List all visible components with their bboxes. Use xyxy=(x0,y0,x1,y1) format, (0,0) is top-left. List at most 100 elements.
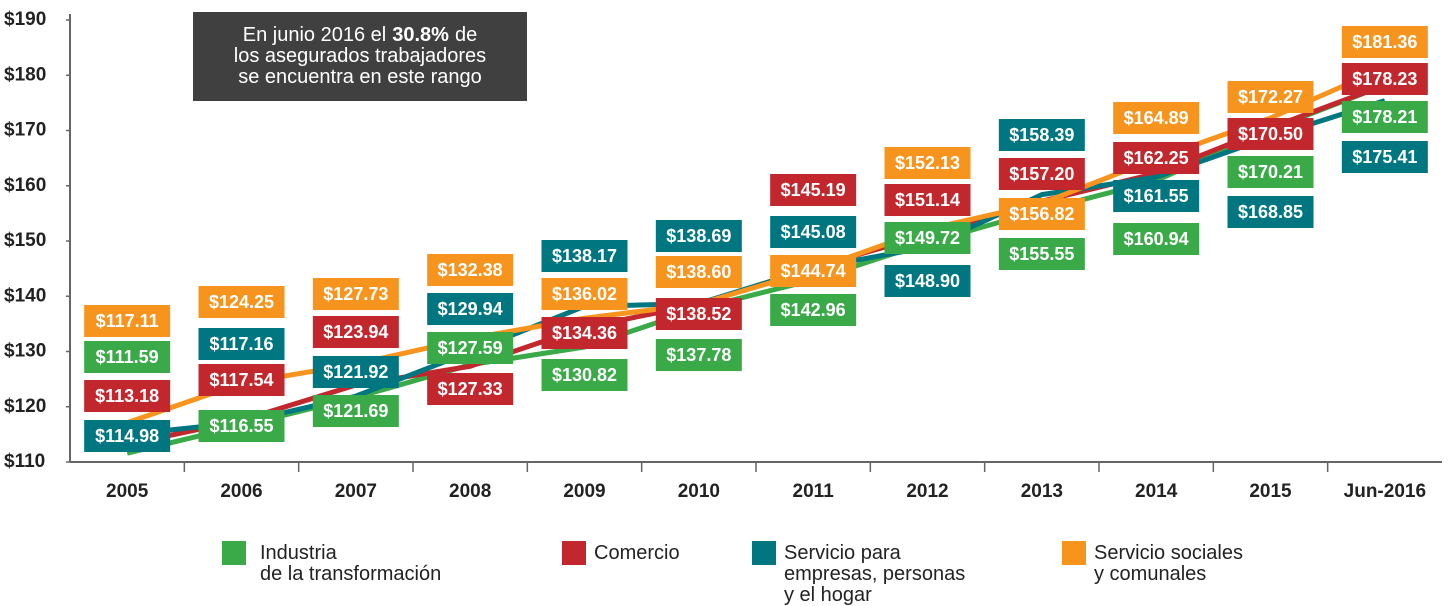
value-label: $175.41 xyxy=(1352,147,1417,167)
value-label-box xyxy=(1227,156,1314,188)
value-label: $134.36 xyxy=(552,323,617,343)
x-tick-label: Jun-2016 xyxy=(1344,481,1426,502)
value-label: $144.74 xyxy=(781,261,846,281)
value-label: $168.85 xyxy=(1238,202,1303,222)
y-tick-label: $160 xyxy=(4,175,46,196)
x-tick-label: 2011 xyxy=(793,481,835,502)
value-label: $127.33 xyxy=(438,379,503,399)
series-line xyxy=(126,82,1386,447)
value-label: $162.25 xyxy=(1124,148,1189,168)
value-label: $142.96 xyxy=(781,300,846,320)
value-label-box xyxy=(427,332,514,364)
value-label-box xyxy=(427,293,514,325)
value-label-box xyxy=(884,147,971,179)
value-label: $138.60 xyxy=(666,262,731,282)
value-label-box xyxy=(884,222,971,254)
value-label-box xyxy=(1113,180,1200,212)
value-label: $178.21 xyxy=(1352,107,1417,127)
value-label-box xyxy=(312,316,399,348)
value-label-box xyxy=(884,265,971,297)
value-label-box xyxy=(998,198,1085,230)
value-label-box xyxy=(655,339,742,371)
value-label-box xyxy=(655,220,742,252)
value-label: $138.17 xyxy=(552,246,617,266)
value-label: $156.82 xyxy=(1009,204,1074,224)
legend-label: Servicio sociales y comunales xyxy=(1094,542,1243,585)
value-label: $151.14 xyxy=(895,190,960,210)
value-label: $117.54 xyxy=(209,370,273,390)
legend-swatch xyxy=(752,541,776,565)
value-label-box xyxy=(84,380,171,412)
value-label-box xyxy=(312,395,399,427)
value-label-box xyxy=(198,328,285,360)
value-label: $170.21 xyxy=(1238,162,1303,182)
value-label: $160.94 xyxy=(1124,229,1189,249)
value-label: $116.55 xyxy=(209,416,273,436)
y-tick-label: $190 xyxy=(4,9,46,30)
value-label-box xyxy=(198,364,285,396)
value-label-box xyxy=(427,373,514,405)
x-tick-label: 2005 xyxy=(106,481,149,502)
value-label: $113.18 xyxy=(95,386,159,406)
value-label-box xyxy=(312,356,399,388)
value-label: $172.27 xyxy=(1238,87,1303,107)
value-label-box xyxy=(884,184,971,216)
y-tick-label: $180 xyxy=(4,64,46,85)
value-label-box xyxy=(1341,141,1428,173)
value-label-box xyxy=(655,256,742,288)
value-label: $152.13 xyxy=(895,153,960,173)
value-label: $127.59 xyxy=(438,338,503,358)
value-label: $145.08 xyxy=(781,222,846,242)
value-label-box xyxy=(1227,118,1314,150)
value-label-box xyxy=(541,359,628,391)
value-label-box xyxy=(541,240,628,272)
value-label-box xyxy=(312,278,399,310)
value-label: $178.23 xyxy=(1352,69,1417,89)
value-label: $132.38 xyxy=(438,260,503,280)
value-label-box xyxy=(998,238,1085,270)
x-tick-label: 2015 xyxy=(1249,481,1292,502)
value-label: $123.94 xyxy=(323,322,388,342)
value-label-box xyxy=(1227,81,1314,113)
y-tick-label: $120 xyxy=(4,396,46,417)
value-label-box xyxy=(198,286,285,318)
value-label: $164.89 xyxy=(1124,108,1189,128)
chart: $110 $120 $130 $140 $150 $160 $170 $180 $190 2005… xyxy=(4,9,1442,502)
value-label: $127.73 xyxy=(323,284,388,304)
value-label: $111.59 xyxy=(96,347,159,367)
annotation: En junio 2016 el 30.8% de los asegurados tr… xyxy=(234,24,486,88)
y-tick-label: $150 xyxy=(4,230,46,251)
value-label-box xyxy=(427,254,514,286)
value-label-box xyxy=(1341,63,1428,95)
value-label: $149.72 xyxy=(895,228,960,248)
y-tick-label: $110 xyxy=(4,451,45,472)
value-label-box xyxy=(770,216,857,248)
value-label: $124.25 xyxy=(209,292,274,312)
value-label: $145.19 xyxy=(781,180,846,200)
value-label-box xyxy=(1113,102,1200,134)
value-label: $170.50 xyxy=(1238,124,1303,144)
legend-label: Industria de la transformación xyxy=(260,542,442,585)
value-label-box xyxy=(84,420,171,452)
value-label-box xyxy=(84,305,171,337)
legend-swatch xyxy=(222,541,246,565)
y-tick-label: $140 xyxy=(4,285,46,306)
legend-label: Comercio xyxy=(594,542,680,564)
value-label-box xyxy=(998,158,1085,190)
value-label-box xyxy=(541,278,628,310)
value-label-box xyxy=(541,317,628,349)
value-label: $157.20 xyxy=(1009,164,1074,184)
value-label-box xyxy=(770,174,857,206)
value-label: $181.36 xyxy=(1352,32,1417,52)
value-label: $114.98 xyxy=(95,426,159,446)
value-label: $129.94 xyxy=(438,299,503,319)
annotation-box xyxy=(193,12,527,101)
value-label-box xyxy=(1113,142,1200,174)
value-label: $121.69 xyxy=(323,401,388,421)
annotation-part: se encuentra en este rango xyxy=(238,66,482,88)
annotation-part: 30.8% xyxy=(392,24,449,46)
x-tick-label: 2009 xyxy=(563,481,605,502)
value-label: $117.16 xyxy=(209,334,273,354)
value-label-box xyxy=(655,298,742,330)
